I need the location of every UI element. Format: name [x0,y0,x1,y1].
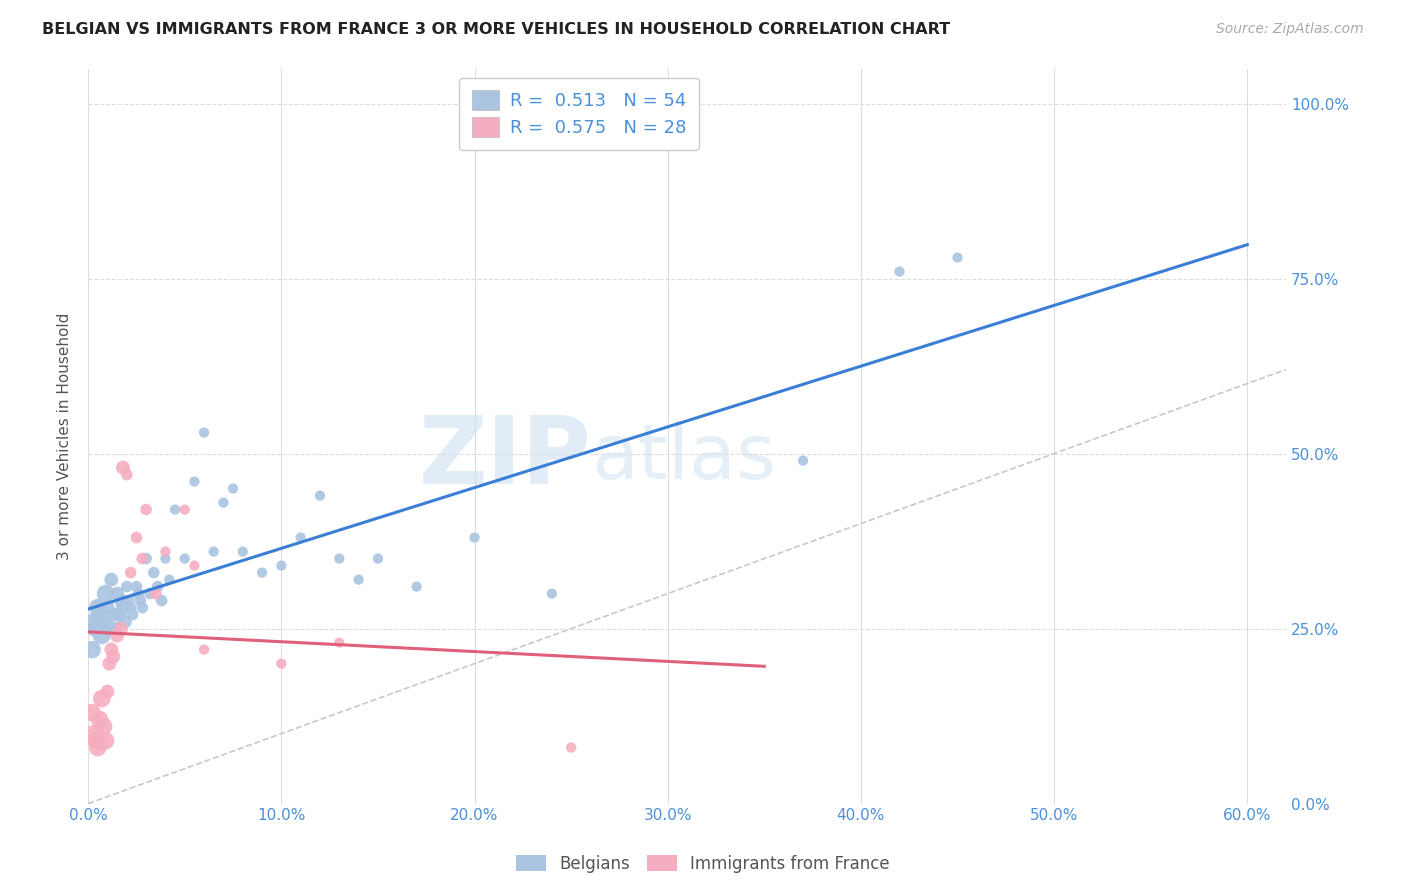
Point [183,475,205,489]
Point [139,586,162,600]
Point [212,495,235,509]
Point [290,531,312,545]
Point [89,713,111,727]
Point [103,649,125,664]
Point [173,502,195,516]
Point [222,482,245,496]
Point [110,622,132,636]
Point [173,551,195,566]
Point [150,593,173,607]
Point [165,502,187,516]
Point [270,657,292,671]
Point [104,622,127,636]
Text: Source: ZipAtlas.com: Source: ZipAtlas.com [1216,22,1364,37]
Point [115,467,138,482]
Point [111,600,134,615]
Point [125,531,148,545]
Point [145,586,167,600]
Point [464,531,486,545]
Point [84,733,107,747]
Point [792,453,814,467]
Point [84,622,107,636]
Point [87,600,110,615]
Point [202,544,225,558]
Point [94,733,117,747]
Point [121,607,143,622]
Text: BELGIAN VS IMMIGRANTS FROM FRANCE 3 OR MORE VEHICLES IN HOUSEHOLD CORRELATION CH: BELGIAN VS IMMIGRANTS FROM FRANCE 3 OR M… [42,22,950,37]
Point [120,566,142,580]
Point [135,551,157,566]
Point [142,566,165,580]
Point [90,691,112,706]
Point [232,544,254,558]
Point [367,551,389,566]
Point [105,629,128,643]
Point [110,593,132,607]
Point [103,607,125,622]
Point [135,502,157,516]
Point [131,600,153,615]
Point [114,615,136,629]
Legend: Belgians, Immigrants from France: Belgians, Immigrants from France [509,848,897,880]
Point [80,706,103,720]
Point [146,580,169,594]
Point [115,580,138,594]
Point [250,566,273,580]
Point [193,425,215,440]
Point [93,720,115,734]
Point [155,551,177,566]
Point [98,622,121,636]
Point [108,607,131,622]
Point [93,615,115,629]
Point [405,580,427,594]
Point [98,657,121,671]
Point [129,593,152,607]
Point [80,642,103,657]
Point [100,642,122,657]
Point [127,586,149,600]
Point [347,573,370,587]
Text: atlas: atlas [592,421,776,495]
Point [94,586,117,600]
Point [87,740,110,755]
Point [540,586,562,600]
Point [309,489,332,503]
Point [89,607,111,622]
Point [131,551,153,566]
Point [328,635,350,649]
Point [270,558,292,573]
Point [100,573,122,587]
Point [193,642,215,657]
Point [328,551,350,566]
Point [183,558,205,573]
Point [96,684,118,698]
Text: ZIP: ZIP [419,412,592,504]
Point [83,726,105,740]
Legend: R =  0.513   N = 54, R =  0.575   N = 28: R = 0.513 N = 54, R = 0.575 N = 28 [460,78,699,150]
Point [946,251,969,265]
Point [157,573,180,587]
Point [90,629,112,643]
Point [155,544,177,558]
Point [560,740,582,755]
Point [111,460,134,475]
Y-axis label: 3 or more Vehicles in Household: 3 or more Vehicles in Household [58,312,72,560]
Point [118,593,141,607]
Point [889,264,911,278]
Point [125,580,148,594]
Point [96,600,118,615]
Point [120,600,142,615]
Point [105,586,128,600]
Point [83,615,105,629]
